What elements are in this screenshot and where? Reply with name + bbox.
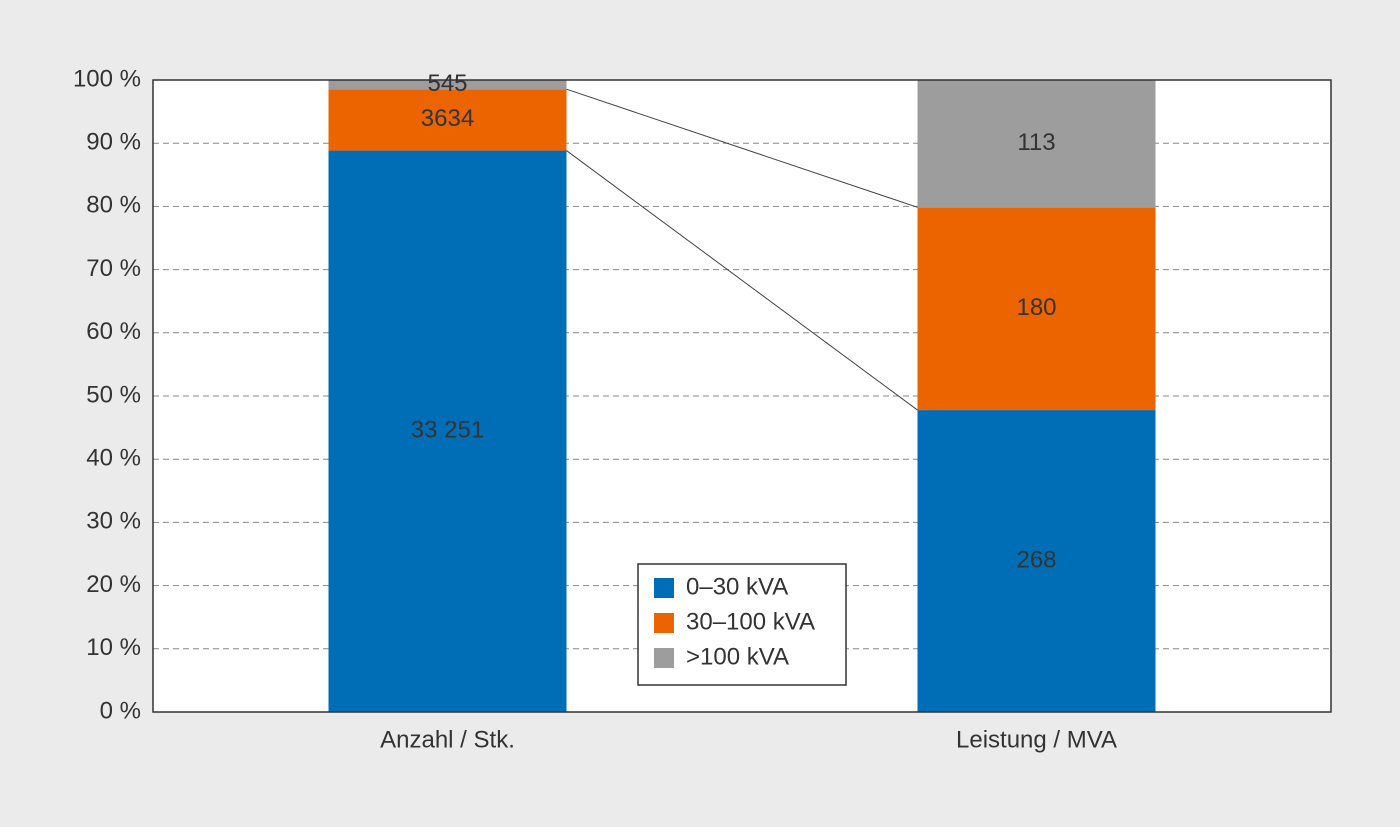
data-label: 180 [1016, 294, 1056, 321]
connector-line [566, 88, 918, 208]
legend-label: 0–30 kVA [686, 573, 788, 600]
y-tick-label: 40 % [86, 445, 141, 472]
connector-line [566, 150, 918, 411]
bar-segment [917, 80, 1156, 208]
bar-segment [917, 410, 1156, 712]
data-label: 545 [427, 70, 467, 97]
y-tick-label: 30 % [86, 508, 141, 535]
legend-swatch [654, 613, 674, 633]
legend-swatch [654, 578, 674, 598]
y-tick-label: 60 % [86, 318, 141, 345]
bar-segment [328, 80, 567, 90]
bar-segment [328, 89, 567, 151]
bar-segment [917, 207, 1156, 411]
y-tick-label: 80 % [86, 192, 141, 219]
legend-swatch [654, 648, 674, 668]
legend-label: >100 kVA [686, 643, 789, 670]
data-label: 268 [1016, 546, 1056, 573]
plot-border [152, 79, 1332, 713]
legend-label: 30–100 kVA [686, 608, 815, 635]
y-tick-label: 70 % [86, 255, 141, 282]
x-tick-label: Leistung / MVA [956, 726, 1117, 753]
y-tick-label: 100 % [73, 65, 141, 92]
data-label: 113 [1017, 129, 1055, 156]
y-tick-label: 50 % [86, 381, 141, 408]
data-label: 3634 [421, 105, 474, 132]
y-tick-label: 10 % [86, 634, 141, 661]
bar-segment [328, 150, 567, 713]
y-tick-label: 0 % [100, 697, 141, 724]
y-tick-label: 90 % [86, 129, 141, 156]
y-tick-label: 20 % [86, 571, 141, 598]
data-label: 33 251 [411, 417, 484, 444]
x-tick-label: Anzahl / Stk. [380, 726, 515, 753]
